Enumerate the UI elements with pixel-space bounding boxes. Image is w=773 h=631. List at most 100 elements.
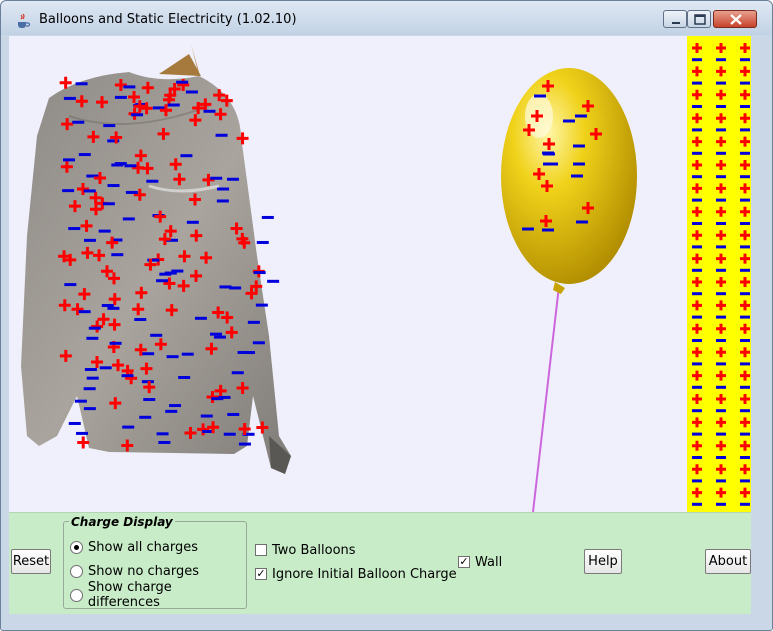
positive-charge [716, 206, 726, 217]
ignore-initial-charge-checkbox[interactable]: ✓ Ignore Initial Balloon Charge [255, 565, 457, 583]
positive-charge [543, 138, 555, 150]
balloon-string [532, 285, 560, 512]
java-cup-icon [15, 13, 31, 29]
reset-button[interactable]: Reset [11, 549, 51, 574]
wall-check[interactable]: ✓ [458, 555, 470, 568]
positive-charge [134, 343, 147, 356]
ignore-initial-label: Ignore Initial Balloon Charge [272, 566, 457, 582]
sweater[interactable] [21, 44, 291, 474]
positive-charge [163, 277, 176, 290]
help-button[interactable]: Help [584, 549, 622, 574]
positive-charge [68, 200, 81, 213]
two-balloons-label: Two Balloons [272, 542, 356, 558]
positive-charge [177, 279, 190, 292]
close-button[interactable] [713, 10, 757, 28]
positive-charge [716, 230, 726, 241]
balloon-charges [522, 80, 602, 232]
positive-charge [173, 173, 186, 186]
positive-charge [93, 249, 106, 262]
positive-charge [716, 66, 726, 77]
title-bar[interactable]: Balloons and Static Electricity (1.02.10… [1, 1, 772, 35]
positive-charge [740, 230, 750, 241]
positive-charge [716, 183, 726, 194]
radio-label-show-all: Show all charges [88, 539, 199, 555]
radio-button-show-differences[interactable] [70, 588, 83, 602]
maximize-icon [694, 14, 706, 25]
positive-charge [206, 390, 219, 403]
positive-charge [213, 89, 226, 102]
positive-charge [220, 94, 233, 107]
positive-charge [108, 318, 121, 331]
positive-charge [533, 168, 545, 180]
positive-charge [109, 397, 122, 410]
positive-charge [716, 113, 726, 124]
two-balloons-check[interactable] [255, 544, 267, 556]
yellow-balloon[interactable] [501, 68, 637, 294]
positive-charge [114, 79, 127, 92]
balloon-body [501, 68, 637, 284]
positive-charge [159, 104, 172, 117]
positive-charge [692, 277, 702, 287]
positive-charge [154, 210, 167, 223]
positive-charge [197, 423, 210, 436]
charge-display-title: Charge Display [69, 515, 175, 529]
positive-charge [135, 286, 148, 299]
positive-charge [716, 253, 726, 264]
radio-button-show-all[interactable] [70, 540, 83, 554]
wall[interactable] [687, 36, 751, 512]
two-balloons-checkbox[interactable]: Two Balloons [255, 541, 356, 559]
positive-charge [190, 229, 203, 242]
positive-charge [132, 303, 145, 316]
maximize-button[interactable] [687, 10, 711, 28]
positive-charge [144, 258, 157, 271]
positive-charge [523, 124, 535, 136]
wall-charges [692, 43, 750, 506]
positive-charge [740, 43, 750, 53]
positive-charge [128, 91, 141, 104]
positive-charge [154, 338, 167, 351]
positive-charge [692, 323, 702, 334]
positive-charge [740, 253, 750, 264]
positive-charge [236, 381, 249, 394]
positive-charge [256, 421, 269, 434]
positive-charge [540, 215, 552, 227]
positive-charge [716, 464, 726, 475]
positive-charge [716, 300, 726, 311]
positive-charge [582, 202, 594, 214]
positive-charge [214, 384, 227, 397]
wall-checkbox[interactable]: ✓ Wall [458, 553, 502, 571]
radio-show-no-charges[interactable]: Show no charges [70, 562, 199, 580]
about-button[interactable]: About [705, 549, 751, 574]
radio-show-all-charges[interactable]: Show all charges [70, 538, 198, 556]
ignore-initial-check[interactable]: ✓ [255, 567, 267, 580]
positive-charge [178, 250, 191, 263]
positive-charge [692, 417, 702, 428]
positive-charge [140, 102, 153, 115]
positive-charge [110, 131, 123, 144]
positive-charge [692, 230, 702, 241]
positive-charge [716, 43, 726, 53]
positive-charge [716, 417, 726, 428]
positive-charge [692, 464, 702, 475]
positive-charge [190, 269, 203, 282]
positive-charge [740, 277, 750, 287]
radio-show-charge-differences[interactable]: Show charge differences [70, 580, 246, 610]
simulation-canvas[interactable] [9, 36, 751, 512]
positive-charge [590, 128, 602, 140]
positive-charge [716, 323, 726, 334]
positive-charge [740, 183, 750, 194]
positive-charge [740, 113, 750, 124]
positive-charge [89, 203, 102, 216]
positive-charge [134, 149, 147, 162]
positive-charge [91, 355, 104, 368]
positive-charge [236, 232, 249, 245]
positive-charge [188, 193, 201, 206]
positive-charge [77, 436, 90, 449]
positive-charge [108, 272, 121, 285]
positive-charge [202, 173, 215, 186]
radio-button-show-none[interactable] [70, 564, 83, 578]
positive-charge [692, 136, 702, 147]
minimize-button[interactable] [663, 10, 687, 28]
positive-charge [58, 299, 71, 312]
